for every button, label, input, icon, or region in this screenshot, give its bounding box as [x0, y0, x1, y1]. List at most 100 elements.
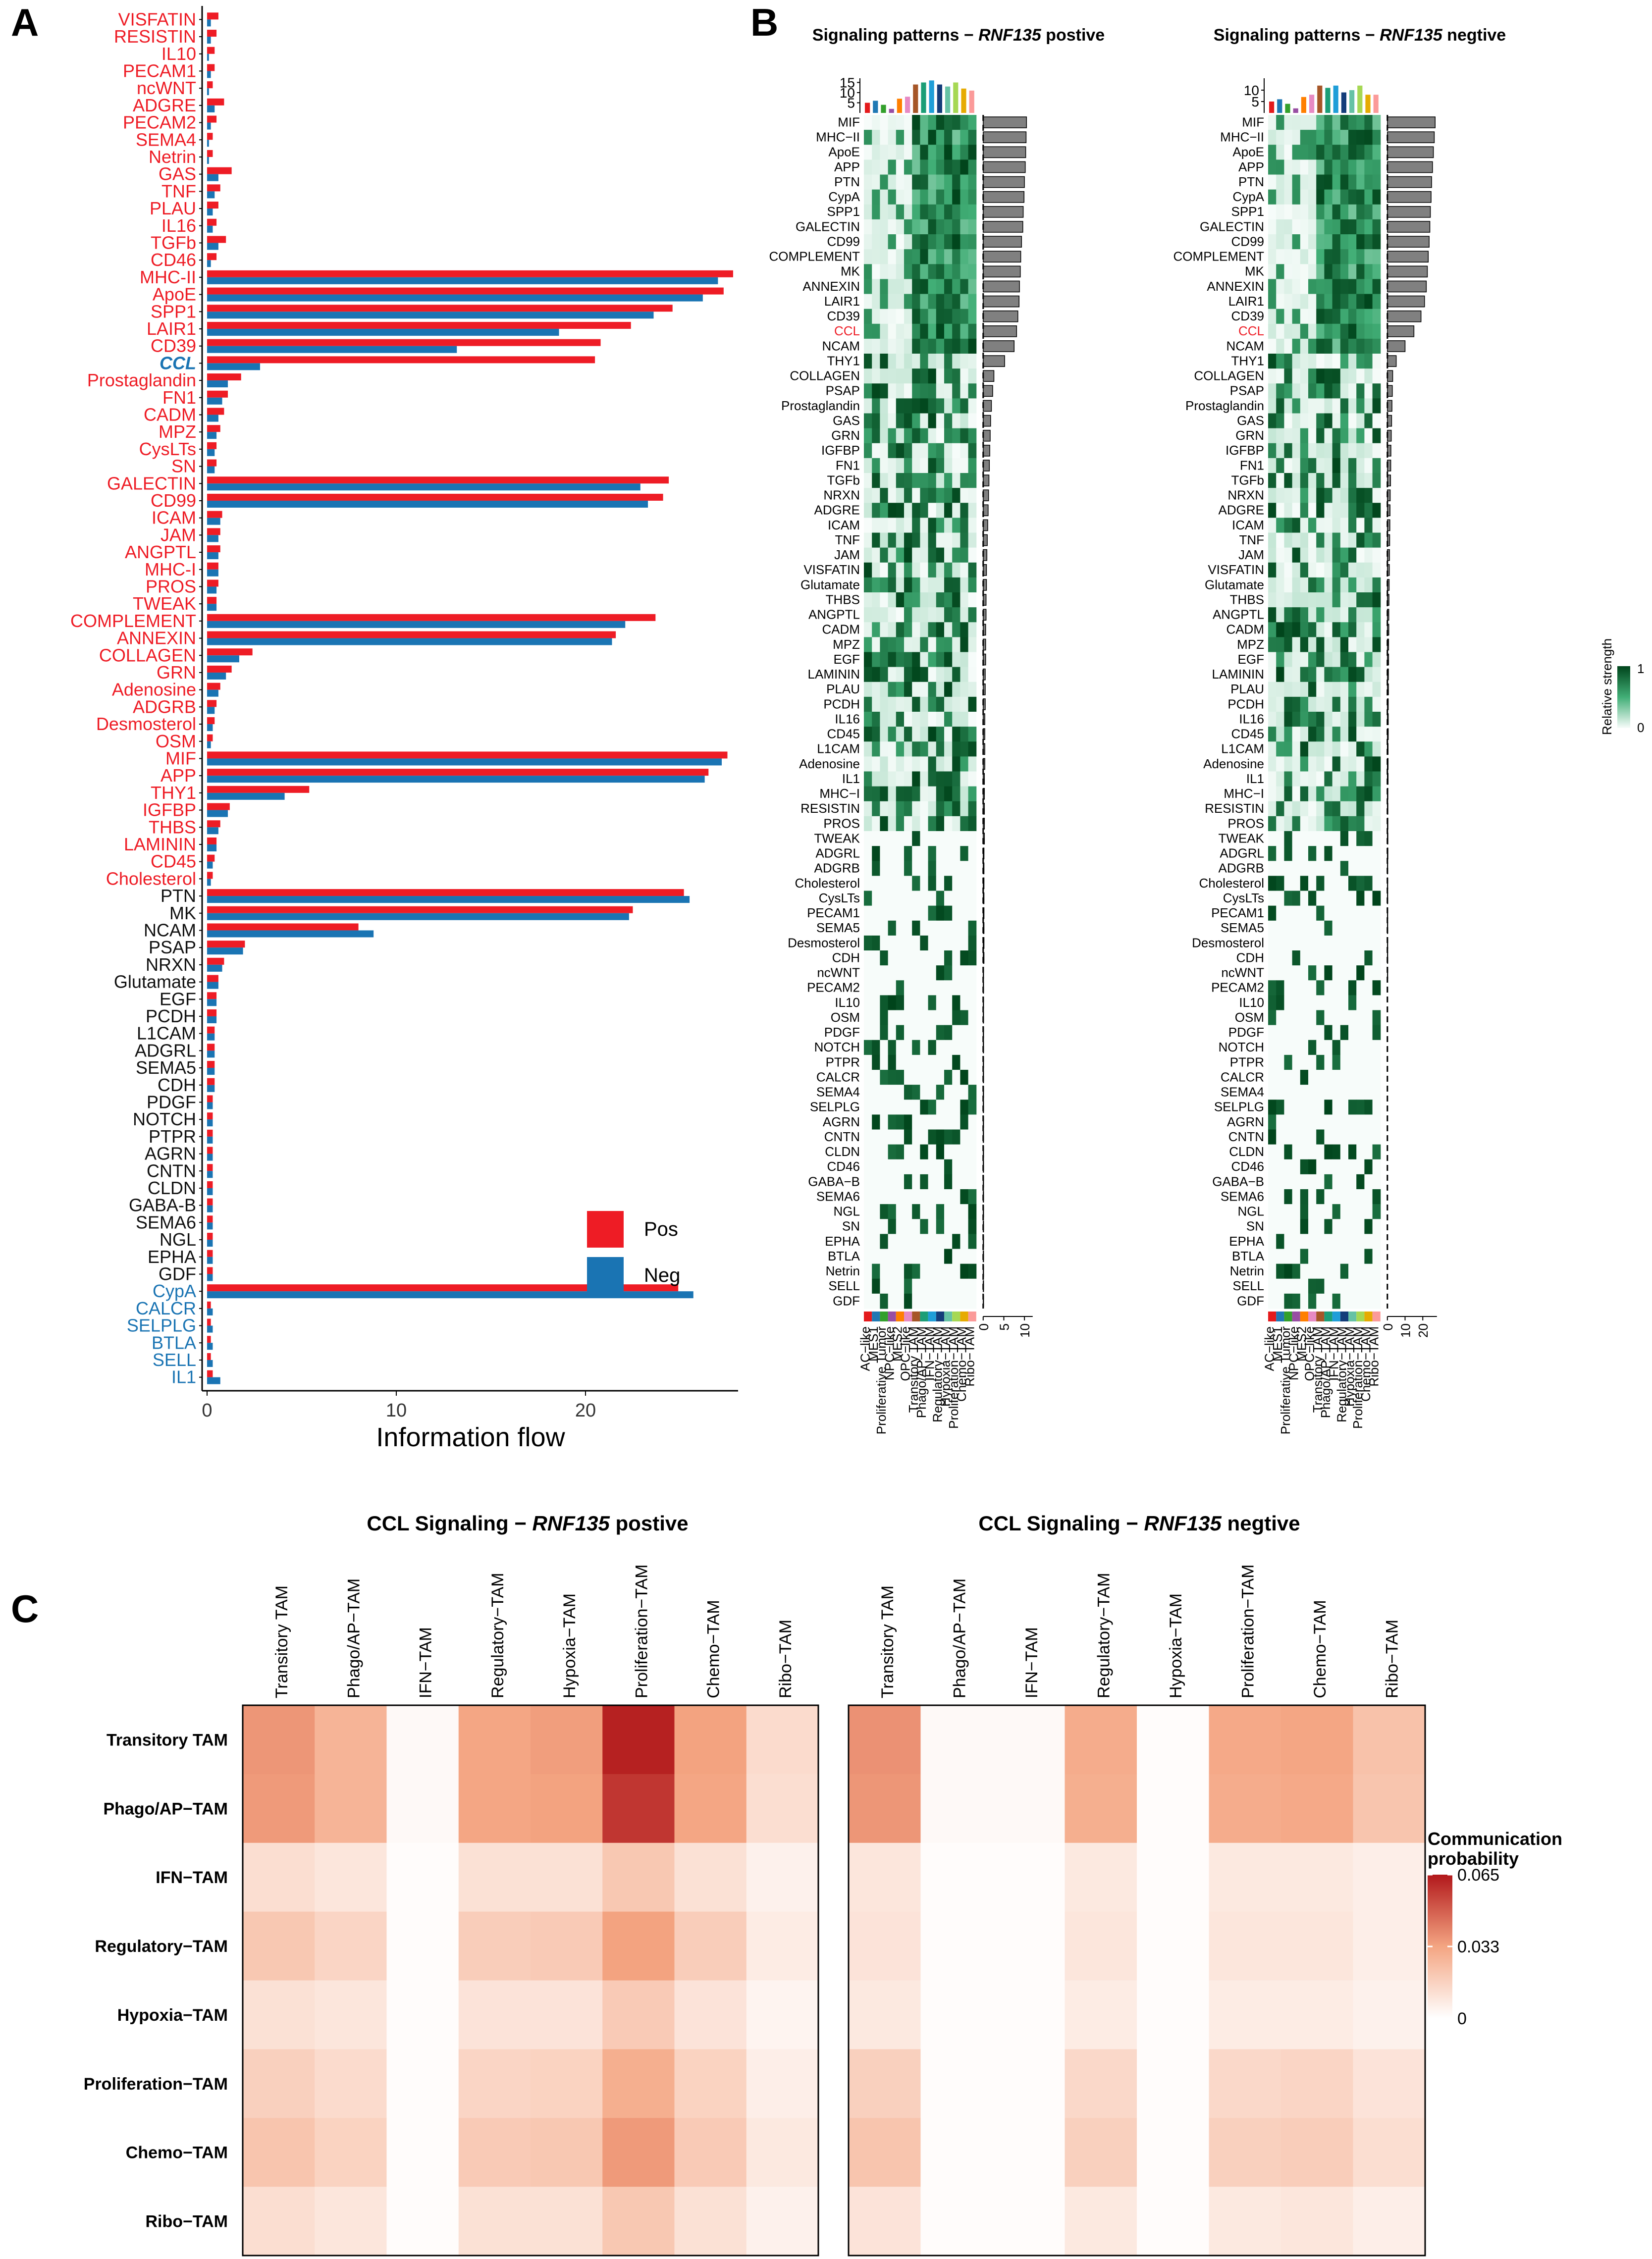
heat-cell [1348, 249, 1357, 264]
column-color-strip [1276, 1312, 1284, 1321]
heat-cell [936, 323, 945, 339]
heat-cell [896, 443, 905, 459]
heat-cell [912, 696, 920, 712]
heat-cell [1268, 249, 1277, 264]
heat-cell [936, 398, 945, 414]
heat-cell [912, 980, 920, 996]
heat-cell [1332, 518, 1341, 533]
heat-cell [1364, 547, 1373, 563]
heat-cell [936, 607, 945, 623]
heat-cell [1332, 652, 1341, 668]
heat-cell [864, 1144, 872, 1160]
row-label: ANGPTL [1213, 607, 1264, 622]
heat-cell [920, 159, 929, 175]
category-label: SELPLG [127, 1315, 196, 1336]
heat-cell [1348, 891, 1357, 906]
heat-cell [1324, 458, 1333, 473]
category-label: CNTN [147, 1160, 196, 1181]
heat-cell [928, 1219, 937, 1234]
heat-cell [1316, 338, 1325, 354]
heat-cell [1300, 294, 1309, 310]
heat-cell [1316, 652, 1325, 668]
heat-cell [920, 727, 929, 742]
heat-cell [1300, 1100, 1309, 1115]
heat-cell [960, 443, 969, 459]
heat-cell [1284, 622, 1293, 637]
heat-cell [1340, 1144, 1349, 1160]
heat-cell [864, 891, 872, 906]
heat-cell [896, 518, 905, 533]
heat-cell [872, 1204, 880, 1219]
side-bar [983, 206, 1024, 218]
heat-cell [1268, 1085, 1277, 1100]
heat-cell [880, 204, 889, 220]
heat-cell [880, 130, 889, 145]
heat-cell [888, 383, 897, 399]
heat-cell [1300, 309, 1309, 324]
heat-cell [1292, 741, 1301, 757]
heat-cell [920, 995, 929, 1010]
heat-cell [920, 189, 929, 205]
heat-cell [928, 1025, 937, 1041]
heat-cell [1348, 130, 1357, 145]
heat-cell [936, 905, 945, 921]
heat-cell [1364, 1174, 1373, 1190]
heat-cell [896, 130, 905, 145]
heat-cell [944, 1010, 953, 1026]
column-color-strip [1324, 1312, 1332, 1321]
heat-cell [864, 1189, 872, 1205]
heat-cell [1348, 413, 1357, 429]
heat-cell [1308, 264, 1317, 279]
heat-cell [1292, 1054, 1301, 1070]
bar-pos [207, 1095, 213, 1103]
heat-cell [912, 398, 920, 414]
heat-cell [960, 1025, 969, 1041]
heat-cell [880, 756, 889, 772]
heat-cell [880, 682, 889, 697]
heat-cell [904, 323, 912, 339]
heat-cell [1364, 1204, 1373, 1219]
heat-cell [1324, 338, 1333, 354]
heat-cell [1292, 1278, 1301, 1294]
bar-neg [207, 122, 211, 130]
heat-cell [1364, 413, 1373, 429]
heat-cell [904, 950, 912, 966]
heat-cell [1372, 965, 1381, 981]
column-label: AC−like [858, 1326, 873, 1371]
bar-neg [207, 157, 209, 164]
category-label: MPZ [159, 421, 196, 442]
row-label: SPP1 [1231, 204, 1265, 219]
heat-cell [1332, 562, 1341, 578]
row-label: NOTCH [814, 1040, 860, 1054]
heat-cell [1324, 622, 1333, 637]
heat-cell [1340, 458, 1349, 473]
heat-cell [864, 1070, 872, 1085]
column-label: OPC−like [898, 1326, 913, 1381]
heat-cell [920, 607, 929, 623]
side-bar [1387, 221, 1431, 233]
heat-cell [1356, 756, 1365, 772]
row-label: VISFATIN [1208, 562, 1264, 577]
prob-cell [602, 1705, 675, 1775]
heat-cell [1364, 1263, 1373, 1279]
heat-cell [896, 696, 905, 712]
heat-cell [888, 249, 897, 264]
heat-cell [1276, 115, 1284, 130]
heat-cell [1316, 249, 1325, 264]
row-label: SN [1246, 1219, 1264, 1234]
heat-cell [1332, 995, 1341, 1010]
heat-cell [936, 696, 945, 712]
heat-cell [928, 637, 937, 652]
heat-cell [888, 1070, 897, 1085]
heat-cell [904, 398, 912, 414]
heat-cell [1268, 1054, 1277, 1070]
heat-cell [864, 130, 872, 145]
category-label: MHC-II [140, 267, 196, 287]
heat-cell [1340, 592, 1349, 608]
heat-cell [1276, 935, 1284, 951]
heat-cell [904, 741, 912, 757]
heat-cell [1300, 741, 1309, 757]
heat-cell [936, 219, 945, 235]
heat-cell [912, 712, 920, 727]
heat-cell [1284, 1174, 1293, 1190]
